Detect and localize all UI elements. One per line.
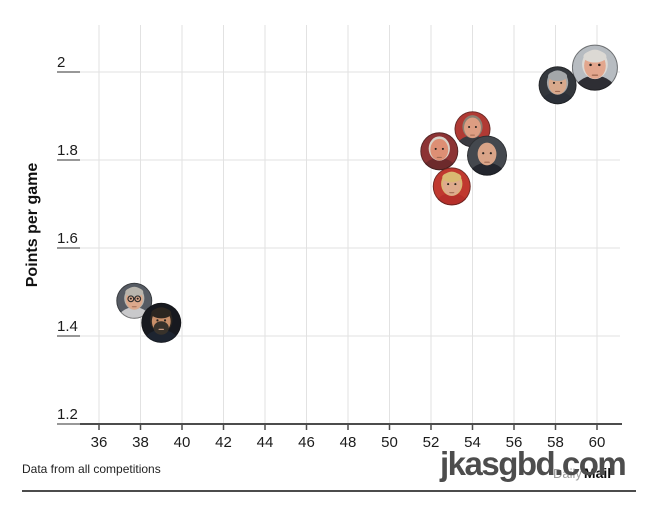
y-tick-label: 1.4	[57, 318, 78, 335]
x-tick-label: 48	[340, 434, 357, 451]
data-point-tenhag	[467, 135, 508, 176]
data-point-ferguson	[571, 44, 618, 91]
bottom-rule	[22, 490, 636, 492]
source-note: Data from all competitions	[22, 462, 161, 476]
y-tick-label: 1.8	[57, 142, 78, 159]
axes: 36 38 40 42 44 46 48 50 52 54 56 58 60 2 1.8 1.6 1.4 1.2 P…	[24, 54, 622, 451]
y-tick-label: 2	[57, 54, 65, 71]
x-tick-label: 58	[547, 434, 564, 451]
data-point-amorim	[141, 302, 182, 343]
y-axis-title: Points per game	[24, 163, 41, 288]
daily-mail-logo: Daily Mail	[553, 465, 611, 483]
data-point-vangaal	[420, 132, 459, 171]
x-tick-label: 44	[257, 434, 274, 451]
data-point-rangnick	[116, 282, 153, 319]
x-tick-label: 38	[132, 434, 149, 451]
x-tick-label: 50	[381, 434, 398, 451]
data-points	[116, 44, 618, 343]
x-tick-label: 40	[174, 434, 191, 451]
data-point-solskjaer	[432, 167, 471, 206]
x-tick-label: 36	[91, 434, 108, 451]
y-tick-label: 1.2	[57, 406, 78, 423]
x-tick-label: 60	[589, 434, 606, 451]
x-tick-label: 54	[464, 434, 481, 451]
daily-mail-logo-daily: Daily	[553, 466, 582, 481]
x-tick-label: 56	[506, 434, 523, 451]
daily-mail-logo-mail: Mail	[583, 465, 612, 481]
x-tick-label: 52	[423, 434, 440, 451]
watermark: jkasgbd.com	[440, 445, 627, 482]
x-tick-label: 46	[298, 434, 315, 451]
x-tick-label: 42	[215, 434, 232, 451]
data-point-mourinho	[538, 66, 577, 105]
y-tick-label: 1.6	[57, 230, 78, 247]
scatter-plot: 36 38 40 42 44 46 48 50 52 54 56 58 60 2 1.8 1.6 1.4 1.2 P…	[24, 25, 622, 451]
